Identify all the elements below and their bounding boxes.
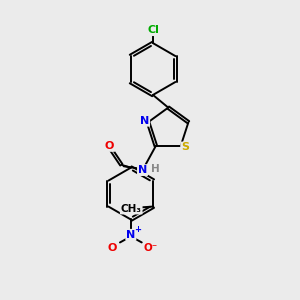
Text: +: + <box>134 225 141 234</box>
Text: S: S <box>181 142 189 152</box>
Text: O⁻: O⁻ <box>143 243 158 253</box>
Text: Cl: Cl <box>147 25 159 35</box>
Text: O: O <box>105 141 114 151</box>
Text: O: O <box>108 243 117 253</box>
Text: N: N <box>138 165 147 175</box>
Text: N: N <box>126 230 136 240</box>
Text: CH₃: CH₃ <box>121 204 142 214</box>
Text: N: N <box>140 116 149 126</box>
Text: H: H <box>151 164 159 174</box>
